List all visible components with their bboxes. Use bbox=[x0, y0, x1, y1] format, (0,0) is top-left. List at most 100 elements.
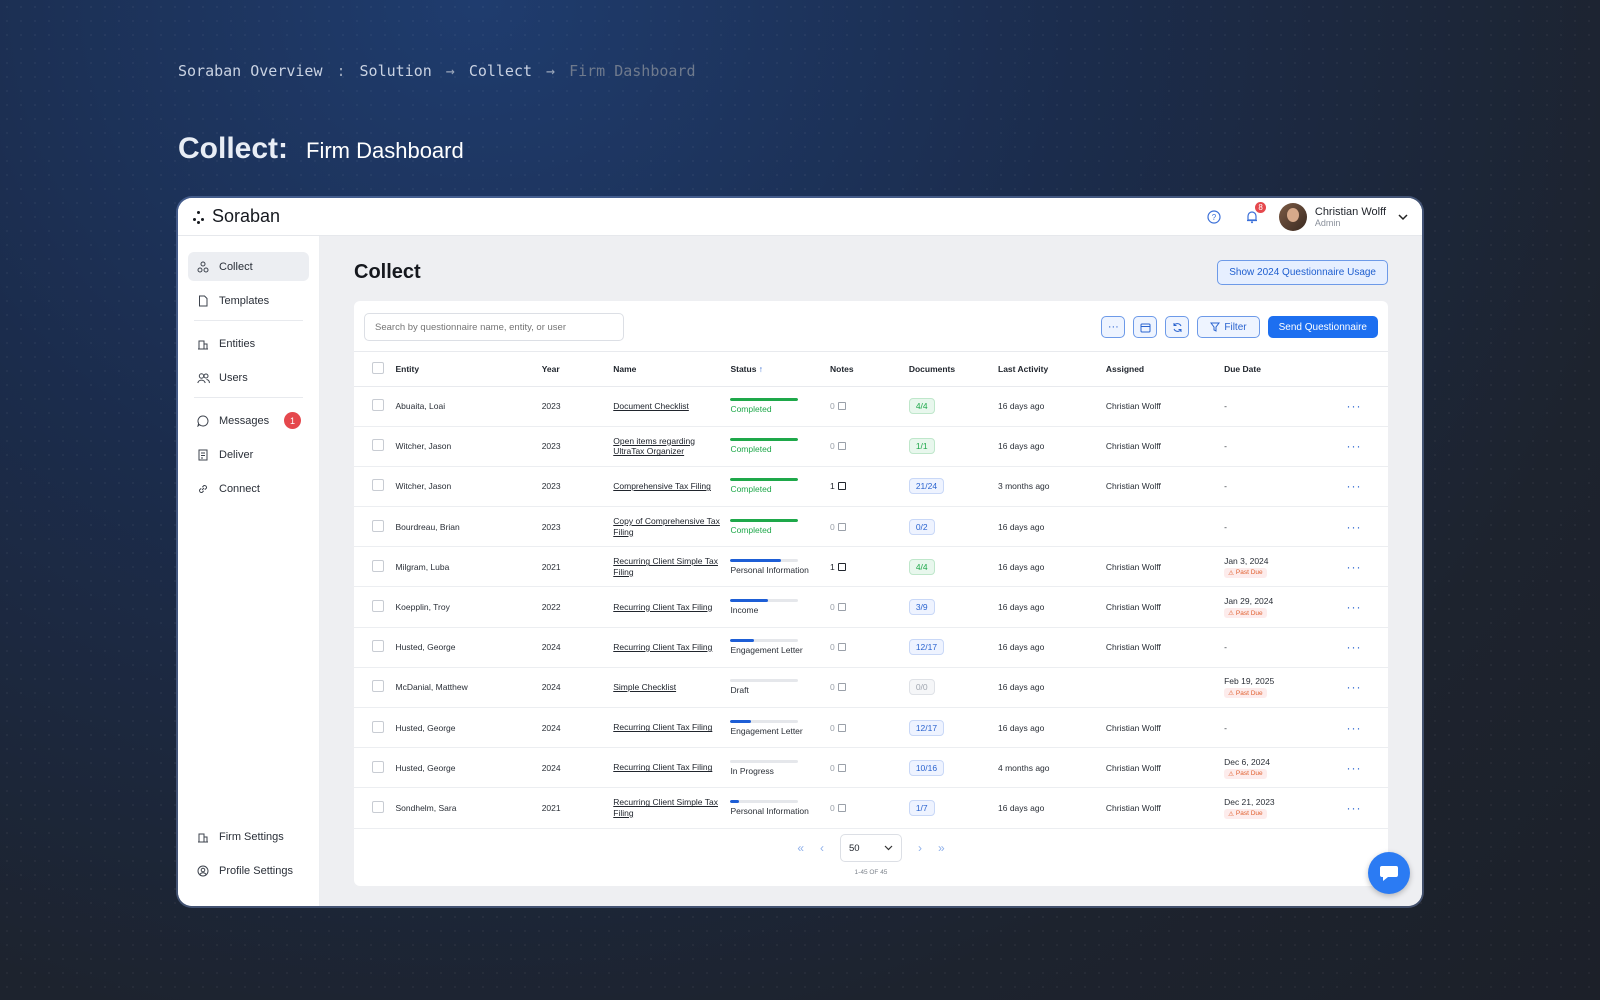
notes-cell[interactable]: 0 bbox=[830, 803, 909, 813]
table-row[interactable]: Abuaita, Loai 2023 Document Checklist Co… bbox=[354, 386, 1388, 427]
user-menu[interactable]: Christian Wolff Admin bbox=[1278, 202, 1408, 231]
documents-badge[interactable]: 1/1 bbox=[908, 438, 935, 455]
row-more-options-icon[interactable]: ··· bbox=[1346, 800, 1362, 815]
send-questionnaire-button[interactable]: Send Questionnaire bbox=[1267, 316, 1378, 338]
column-header-name[interactable]: Name bbox=[613, 352, 731, 387]
notes-cell[interactable]: 0 bbox=[830, 401, 909, 411]
row-checkbox[interactable] bbox=[372, 640, 384, 653]
breadcrumb-item[interactable]: Solution bbox=[359, 62, 432, 80]
questionnaire-link[interactable]: Recurring Client Simple Tax Filing bbox=[613, 797, 718, 818]
row-checkbox[interactable] bbox=[372, 600, 384, 613]
table-row[interactable]: Husted, George 2024 Recurring Client Tax… bbox=[354, 707, 1388, 749]
search-input[interactable] bbox=[364, 313, 624, 341]
table-row[interactable]: Milgram, Luba 2021 Recurring Client Simp… bbox=[354, 546, 1388, 588]
documents-badge[interactable]: 1/7 bbox=[908, 799, 935, 816]
column-header-entity[interactable]: Entity bbox=[395, 352, 542, 387]
filter-button[interactable]: Filter bbox=[1197, 316, 1260, 338]
questionnaire-link[interactable]: Recurring Client Tax Filing bbox=[613, 722, 713, 733]
app-logo[interactable]: Soraban bbox=[192, 206, 280, 227]
questionnaire-link[interactable]: Open items regarding UltraTax Organizer bbox=[613, 435, 695, 457]
sidebar-item-entities[interactable]: Entities bbox=[188, 329, 309, 358]
table-row[interactable]: Witcher, Jason 2023 Open items regarding… bbox=[354, 426, 1388, 467]
next-page-icon[interactable]: › bbox=[918, 841, 922, 855]
column-header-notes[interactable]: Notes bbox=[830, 352, 909, 387]
questionnaire-link[interactable]: Recurring Client Tax Filing bbox=[613, 762, 713, 773]
questionnaire-link[interactable]: Copy of Comprehensive Tax Filing bbox=[613, 516, 720, 537]
calendar-button[interactable] bbox=[1133, 316, 1158, 338]
notes-cell[interactable]: 0 bbox=[830, 763, 909, 773]
questionnaire-link[interactable]: Recurring Client Tax Filing bbox=[613, 641, 713, 652]
notification-bell-icon[interactable]: 8 bbox=[1241, 201, 1266, 228]
column-header-assigned[interactable]: Assigned bbox=[1105, 352, 1225, 387]
questionnaire-link[interactable]: Document Checklist bbox=[613, 400, 689, 411]
help-icon[interactable]: ? bbox=[1203, 206, 1225, 228]
refresh-button[interactable] bbox=[1165, 316, 1190, 338]
sidebar-item-users[interactable]: Users bbox=[188, 363, 309, 392]
column-header-due-date[interactable]: Due Date bbox=[1224, 352, 1347, 387]
row-checkbox[interactable] bbox=[372, 559, 384, 572]
per-page-select[interactable]: 50 bbox=[840, 834, 902, 862]
first-page-icon[interactable]: « bbox=[797, 841, 804, 855]
row-more-options-icon[interactable]: ··· bbox=[1346, 559, 1362, 574]
row-checkbox[interactable] bbox=[372, 720, 384, 733]
row-checkbox[interactable] bbox=[372, 479, 384, 492]
chat-button[interactable] bbox=[1368, 852, 1410, 894]
sidebar-item-collect[interactable]: Collect bbox=[188, 252, 309, 281]
sidebar-item-messages[interactable]: Messages 1 bbox=[188, 406, 309, 435]
table-row[interactable]: McDanial, Matthew 2024 Simple Checklist … bbox=[354, 667, 1388, 709]
row-checkbox[interactable] bbox=[372, 439, 384, 452]
notes-cell[interactable]: 1 bbox=[830, 562, 909, 572]
notes-cell[interactable]: 0 bbox=[830, 522, 909, 532]
table-row[interactable]: Sondhelm, Sara 2021 Recurring Client Sim… bbox=[354, 787, 1388, 829]
table-row[interactable]: Bourdreau, Brian 2023 Copy of Comprehens… bbox=[354, 506, 1388, 548]
row-checkbox[interactable] bbox=[372, 760, 384, 773]
column-header-last-activity[interactable]: Last Activity bbox=[998, 352, 1106, 387]
notes-cell[interactable]: 0 bbox=[830, 602, 909, 612]
sidebar-item-deliver[interactable]: Deliver bbox=[188, 440, 309, 469]
previous-page-icon[interactable]: ‹ bbox=[820, 841, 824, 855]
row-checkbox[interactable] bbox=[372, 800, 384, 813]
last-page-icon[interactable]: » bbox=[938, 841, 945, 855]
more-options-button[interactable]: ··· bbox=[1101, 316, 1126, 338]
column-header-year[interactable]: Year bbox=[541, 352, 614, 387]
breadcrumb-item[interactable]: Collect bbox=[468, 62, 533, 80]
notes-cell[interactable]: 0 bbox=[830, 642, 909, 652]
documents-badge[interactable]: 4/4 bbox=[908, 558, 935, 575]
documents-badge[interactable]: 0/0 bbox=[908, 679, 935, 696]
documents-badge[interactable]: 12/17 bbox=[908, 719, 945, 736]
breadcrumb-item[interactable]: Soraban Overview bbox=[178, 62, 323, 80]
notes-cell[interactable]: 1 bbox=[830, 481, 909, 491]
row-more-options-icon[interactable]: ··· bbox=[1346, 600, 1362, 615]
column-header-status[interactable]: Status ↑ bbox=[730, 352, 830, 387]
sidebar-item-firm-settings[interactable]: Firm Settings bbox=[188, 822, 309, 851]
row-more-options-icon[interactable]: ··· bbox=[1346, 680, 1362, 695]
row-more-options-icon[interactable]: ··· bbox=[1346, 760, 1362, 775]
sidebar-item-profile-settings[interactable]: Profile Settings bbox=[188, 856, 309, 885]
table-row[interactable]: Witcher, Jason 2023 Comprehensive Tax Fi… bbox=[354, 466, 1388, 508]
questionnaire-link[interactable]: Recurring Client Tax Filing bbox=[613, 601, 713, 612]
row-more-options-icon[interactable]: ··· bbox=[1346, 479, 1362, 494]
table-row[interactable]: Husted, George 2024 Recurring Client Tax… bbox=[354, 627, 1388, 668]
questionnaire-link[interactable]: Recurring Client Simple Tax Filing bbox=[613, 556, 718, 577]
table-row[interactable]: Koepplin, Troy 2022 Recurring Client Tax… bbox=[354, 586, 1388, 628]
row-checkbox[interactable] bbox=[372, 399, 384, 412]
select-all-checkbox[interactable] bbox=[372, 361, 384, 374]
column-header-documents[interactable]: Documents bbox=[908, 352, 998, 387]
questionnaire-link[interactable]: Comprehensive Tax Filing bbox=[613, 481, 711, 492]
row-checkbox[interactable] bbox=[372, 680, 384, 693]
row-more-options-icon[interactable]: ··· bbox=[1346, 439, 1362, 454]
documents-badge[interactable]: 3/9 bbox=[908, 599, 935, 616]
sidebar-item-connect[interactable]: Connect bbox=[188, 474, 309, 503]
documents-badge[interactable]: 0/2 bbox=[908, 518, 935, 535]
documents-badge[interactable]: 12/17 bbox=[908, 639, 945, 656]
row-checkbox[interactable] bbox=[372, 519, 384, 532]
table-row[interactable]: Husted, George 2024 Recurring Client Tax… bbox=[354, 747, 1388, 789]
documents-badge[interactable]: 21/24 bbox=[908, 478, 945, 495]
notes-cell[interactable]: 0 bbox=[830, 441, 909, 451]
questionnaire-usage-button[interactable]: Show 2024 Questionnaire Usage bbox=[1217, 260, 1388, 285]
sort-ascending-icon[interactable]: ↑ bbox=[758, 363, 764, 374]
row-more-options-icon[interactable]: ··· bbox=[1346, 519, 1362, 534]
chevron-down-icon[interactable] bbox=[1398, 210, 1408, 224]
notes-cell[interactable]: 0 bbox=[830, 682, 909, 692]
documents-badge[interactable]: 4/4 bbox=[908, 398, 935, 415]
